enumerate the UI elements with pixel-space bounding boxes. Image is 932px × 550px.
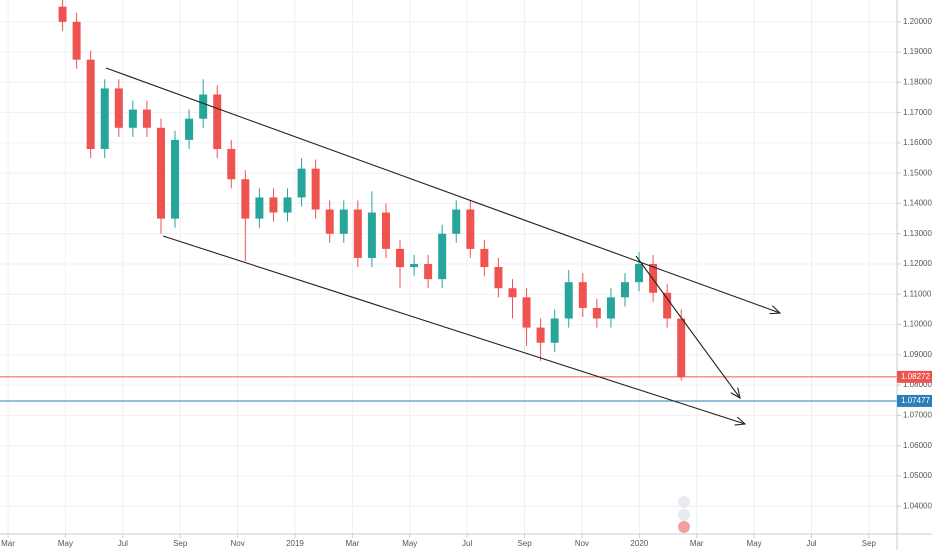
x-tick-label: 2020: [630, 539, 648, 548]
x-tick-label: Sep: [862, 539, 877, 548]
y-tick-label: 1.16000: [903, 138, 932, 147]
candle-body: [466, 209, 475, 249]
candle-body: [564, 282, 573, 319]
event-icon: [678, 496, 690, 508]
y-tick-label: 1.09000: [903, 350, 932, 359]
candle-body: [128, 109, 137, 128]
candle-body: [396, 248, 405, 268]
x-tick-label: May: [58, 539, 73, 548]
candle-body: [480, 248, 489, 268]
candle-body: [620, 282, 629, 298]
x-tick-label: Sep: [517, 539, 532, 548]
candle-body: [522, 297, 531, 328]
candle-body: [452, 209, 461, 234]
candle-body: [156, 127, 165, 219]
x-tick-label: May: [747, 539, 762, 548]
y-tick-label: 1.07000: [903, 410, 932, 419]
candle-body: [241, 179, 250, 219]
x-tick-label: Jul: [118, 539, 128, 548]
y-tick-label: 1.14000: [903, 199, 932, 208]
y-tick-label: 1.13000: [903, 229, 932, 238]
x-tick-label: 2019: [286, 539, 304, 548]
candle-body: [199, 94, 208, 119]
candle-body: [353, 209, 362, 258]
y-tick-label: 1.12000: [903, 259, 932, 268]
x-tick-label: Nov: [575, 539, 589, 548]
lower-channel: [162, 235, 745, 424]
candle-body: [227, 148, 236, 180]
event-icon: [678, 521, 690, 533]
candle-body: [494, 267, 503, 289]
y-tick-label: 1.06000: [903, 441, 932, 450]
axes: 1.04000 1.05000 1.06000 1.07000 1.08000 1.090…: [1, 17, 932, 548]
x-tick-label: Mar: [345, 539, 359, 548]
candle-body: [367, 212, 376, 258]
event-icons: [678, 496, 690, 533]
candle-body: [185, 118, 194, 140]
price-label-box: [897, 370, 932, 383]
price-label: 1.08272: [901, 372, 930, 381]
y-tick-label: 1.20000: [903, 17, 932, 26]
candle-body: [606, 297, 615, 319]
candle-body: [86, 59, 95, 149]
candle-body: [635, 264, 644, 283]
price-label: 1.07477: [901, 396, 930, 405]
candle-body: [381, 212, 390, 249]
candle-body: [649, 264, 658, 293]
candle-body: [269, 197, 278, 213]
candle-body: [283, 197, 292, 213]
candle-body: [297, 168, 306, 198]
candle-body: [114, 88, 123, 128]
y-tick-label: 1.04000: [903, 501, 932, 510]
event-icon: [678, 509, 690, 521]
upper-channel: [105, 67, 780, 313]
candle-body: [592, 307, 601, 319]
x-tick-label: May: [402, 539, 417, 548]
candle-body: [438, 233, 447, 280]
x-tick-label: Mar: [690, 539, 704, 548]
candle-body: [213, 94, 222, 149]
y-tick-label: 1.08000: [903, 380, 932, 389]
candle-body: [508, 288, 517, 298]
candle-body: [424, 264, 433, 280]
candle-body: [58, 6, 67, 22]
candle-body: [677, 318, 686, 377]
projection-line: [635, 255, 740, 398]
y-tick-label: 1.18000: [903, 77, 932, 86]
candle-body: [663, 292, 672, 319]
y-tick-label: 1.17000: [903, 108, 932, 117]
candle-body: [536, 327, 545, 343]
candle-body: [325, 209, 334, 234]
grid: [0, 0, 897, 534]
candle-body: [550, 318, 559, 343]
candle-body: [410, 264, 419, 268]
y-tick-label: 1.11000: [903, 289, 932, 298]
price-label-box: [897, 394, 932, 407]
y-tick-label: 1.19000: [903, 47, 932, 56]
y-tick-label: 1.05000: [903, 471, 932, 480]
x-tick-label: Sep: [173, 539, 188, 548]
x-tick-label: Nov: [230, 539, 244, 548]
candle-body: [255, 197, 264, 219]
candle-body: [339, 209, 348, 234]
candle-body: [142, 109, 151, 128]
candle-body: [72, 21, 81, 60]
y-tick-label: 1.10000: [903, 320, 932, 329]
candle-body: [100, 88, 109, 149]
trendlines: [105, 67, 780, 424]
y-tick-label: 1.15000: [903, 168, 932, 177]
candle-body: [311, 168, 320, 210]
candles: [0, 0, 897, 402]
candle-body: [578, 282, 587, 308]
x-tick-label: Jul: [806, 539, 816, 548]
x-tick-label: Mar: [1, 539, 15, 548]
candle-body: [171, 139, 180, 219]
x-tick-label: Jul: [462, 539, 472, 548]
